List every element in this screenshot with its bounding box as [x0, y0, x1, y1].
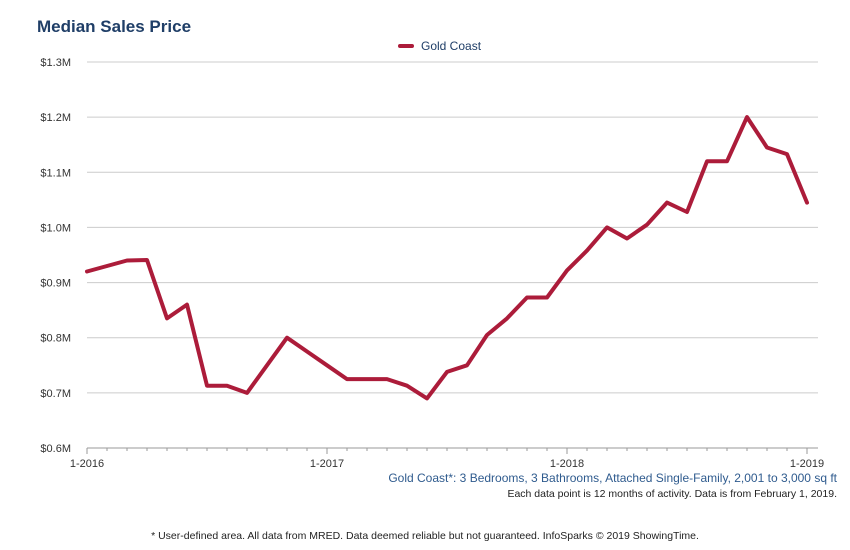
- data-point[interactable]: [582, 246, 592, 256]
- area-definition-note: Gold Coast*: 3 Bedrooms, 3 Bathrooms, At…: [388, 471, 837, 485]
- x-tick-label: 1-2017: [310, 458, 344, 470]
- y-tick-label: $0.8M: [40, 333, 71, 345]
- data-point[interactable]: [442, 367, 452, 377]
- data-point[interactable]: [782, 149, 792, 159]
- data-point[interactable]: [182, 300, 192, 310]
- chart-title: Median Sales Price: [37, 17, 192, 36]
- data-point[interactable]: [602, 222, 612, 232]
- x-axis: 1-2016 1-2017 1-2018 1-2019: [70, 448, 824, 470]
- data-point[interactable]: [702, 156, 712, 166]
- data-point[interactable]: [162, 313, 172, 323]
- data-point[interactable]: [422, 393, 432, 403]
- y-tick-label: $1.3M: [40, 57, 71, 69]
- data-point[interactable]: [682, 207, 692, 217]
- data-point[interactable]: [362, 374, 372, 384]
- footer-disclaimer: * User-defined area. All data from MRED.…: [151, 530, 699, 542]
- data-point[interactable]: [282, 333, 292, 343]
- data-point[interactable]: [102, 261, 112, 271]
- legend-swatch: [398, 44, 414, 48]
- data-point[interactable]: [562, 265, 572, 275]
- data-point[interactable]: [402, 381, 412, 391]
- y-tick-label: $0.9M: [40, 278, 71, 290]
- series-line-gold-coast[interactable]: [85, 115, 809, 401]
- data-point[interactable]: [642, 220, 652, 230]
- y-axis: $0.6M $0.7M $0.8M $0.9M $1.0M $1.1M $1.2M $1.3M: [40, 57, 71, 455]
- data-point[interactable]: [342, 374, 352, 384]
- data-point[interactable]: [122, 256, 132, 266]
- data-point[interactable]: [542, 292, 552, 302]
- y-tick-label: $1.0M: [40, 222, 71, 234]
- data-point[interactable]: [322, 360, 332, 370]
- data-point[interactable]: [482, 330, 492, 340]
- data-point[interactable]: [142, 255, 152, 265]
- legend-label: Gold Coast: [421, 39, 482, 53]
- data-point[interactable]: [82, 267, 92, 277]
- data-point[interactable]: [722, 156, 732, 166]
- data-period-note: Each data point is 12 months of activity…: [507, 488, 837, 500]
- data-point[interactable]: [202, 381, 212, 391]
- data-point[interactable]: [382, 374, 392, 384]
- y-tick-label: $1.2M: [40, 112, 71, 124]
- data-point[interactable]: [622, 233, 632, 243]
- data-point[interactable]: [242, 388, 252, 398]
- data-point[interactable]: [762, 142, 772, 152]
- y-tick-label: $1.1M: [40, 167, 71, 179]
- x-tick-label: 1-2018: [550, 458, 584, 470]
- data-point[interactable]: [742, 112, 752, 122]
- data-point[interactable]: [502, 313, 512, 323]
- data-point[interactable]: [662, 198, 672, 208]
- x-tick-label: 1-2019: [790, 458, 824, 470]
- data-point[interactable]: [462, 360, 472, 370]
- series-layer: [82, 112, 812, 403]
- y-tick-label: $0.7M: [40, 388, 71, 400]
- legend[interactable]: Gold Coast: [398, 39, 481, 53]
- data-point[interactable]: [522, 292, 532, 302]
- y-gridlines: [87, 61, 818, 449]
- data-point[interactable]: [222, 381, 232, 391]
- data-point[interactable]: [302, 347, 312, 357]
- data-point[interactable]: [802, 198, 812, 208]
- y-tick-label: $0.6M: [40, 443, 71, 455]
- data-point[interactable]: [262, 360, 272, 370]
- x-tick-label: 1-2016: [70, 458, 104, 470]
